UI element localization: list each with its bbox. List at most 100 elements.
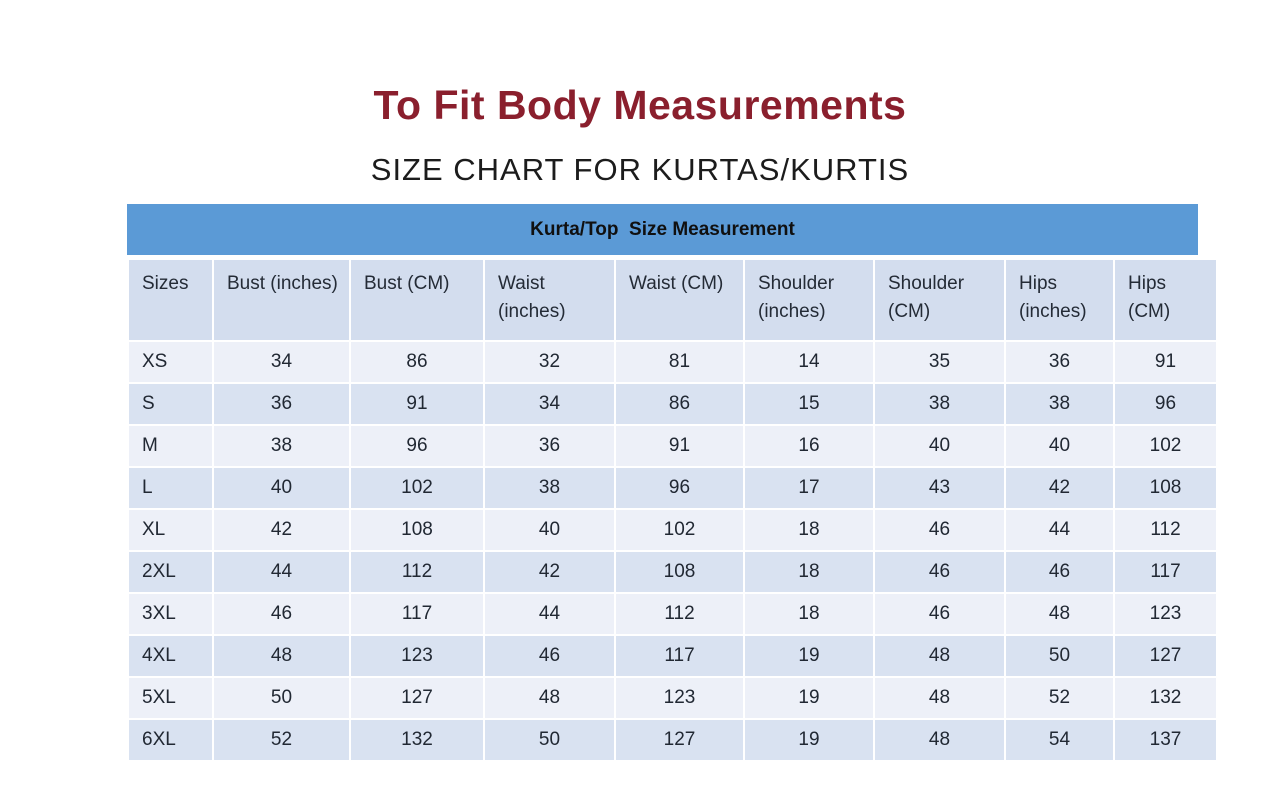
- measurement-value-cell: 50: [214, 678, 349, 718]
- measurement-value-cell: 91: [616, 426, 743, 466]
- measurement-value-cell: 19: [745, 678, 873, 718]
- measurement-value-cell: 50: [1006, 636, 1113, 676]
- measurement-value-cell: 117: [616, 636, 743, 676]
- column-header: Waist (inches): [485, 260, 614, 340]
- column-header: Hips (inches): [1006, 260, 1113, 340]
- measurement-value-cell: 102: [616, 510, 743, 550]
- size-label-cell: 2XL: [129, 552, 212, 592]
- measurement-value-cell: 38: [214, 426, 349, 466]
- table-row: L 40 102 38 96 17 43 42 108: [129, 468, 1216, 508]
- measurement-value-cell: 102: [351, 468, 483, 508]
- size-label-cell: XL: [129, 510, 212, 550]
- size-label-cell: M: [129, 426, 212, 466]
- measurement-value-cell: 46: [875, 510, 1004, 550]
- measurement-value-cell: 38: [485, 468, 614, 508]
- measurement-value-cell: 46: [875, 594, 1004, 634]
- measurement-value-cell: 46: [1006, 552, 1113, 592]
- measurement-value-cell: 86: [616, 384, 743, 424]
- measurement-value-cell: 44: [1006, 510, 1113, 550]
- measurement-value-cell: 38: [875, 384, 1004, 424]
- measurement-value-cell: 17: [745, 468, 873, 508]
- size-label-cell: 4XL: [129, 636, 212, 676]
- measurement-value-cell: 86: [351, 342, 483, 382]
- measurement-value-cell: 18: [745, 510, 873, 550]
- measurement-value-cell: 48: [875, 720, 1004, 760]
- measurement-value-cell: 34: [485, 384, 614, 424]
- measurement-value-cell: 117: [351, 594, 483, 634]
- column-header: Hips (CM): [1115, 260, 1216, 340]
- measurement-value-cell: 46: [485, 636, 614, 676]
- size-label-cell: 5XL: [129, 678, 212, 718]
- table-row: S 36 91 34 86 15 38 38 96: [129, 384, 1216, 424]
- table-row: M 38 96 36 91 16 40 40 102: [129, 426, 1216, 466]
- column-header-row: Sizes Bust (inches) Bust (CM) Waist (inches…: [129, 260, 1216, 340]
- measurement-value-cell: 48: [875, 636, 1004, 676]
- measurement-value-cell: 36: [485, 426, 614, 466]
- measurement-value-cell: 52: [214, 720, 349, 760]
- measurement-value-cell: 15: [745, 384, 873, 424]
- measurement-value-cell: 48: [485, 678, 614, 718]
- measurement-value-cell: 108: [351, 510, 483, 550]
- measurement-value-cell: 112: [1115, 510, 1216, 550]
- measurement-value-cell: 14: [745, 342, 873, 382]
- measurement-value-cell: 108: [616, 552, 743, 592]
- size-label-cell: 6XL: [129, 720, 212, 760]
- measurement-value-cell: 46: [214, 594, 349, 634]
- measurement-value-cell: 48: [875, 678, 1004, 718]
- measurement-value-cell: 117: [1115, 552, 1216, 592]
- measurement-value-cell: 40: [485, 510, 614, 550]
- measurement-value-cell: 123: [351, 636, 483, 676]
- size-label-cell: XS: [129, 342, 212, 382]
- measurement-value-cell: 96: [351, 426, 483, 466]
- column-header: Bust (CM): [351, 260, 483, 340]
- measurement-value-cell: 48: [1006, 594, 1113, 634]
- measurement-value-cell: 123: [1115, 594, 1216, 634]
- measurement-value-cell: 123: [616, 678, 743, 718]
- measurement-value-cell: 108: [1115, 468, 1216, 508]
- column-header: Waist (CM): [616, 260, 743, 340]
- column-header: Shoulder (CM): [875, 260, 1004, 340]
- measurement-value-cell: 96: [616, 468, 743, 508]
- measurement-value-cell: 32: [485, 342, 614, 382]
- measurement-value-cell: 48: [214, 636, 349, 676]
- measurement-value-cell: 132: [1115, 678, 1216, 718]
- measurement-value-cell: 36: [1006, 342, 1113, 382]
- measurement-value-cell: 44: [485, 594, 614, 634]
- page-subtitle: SIZE CHART FOR KURTAS/KURTIS: [370, 152, 910, 187]
- measurement-value-cell: 112: [351, 552, 483, 592]
- measurement-value-cell: 96: [1115, 384, 1216, 424]
- measurement-value-cell: 40: [1006, 426, 1113, 466]
- measurement-value-cell: 42: [214, 510, 349, 550]
- measurement-value-cell: 127: [351, 678, 483, 718]
- measurement-value-cell: 19: [745, 720, 873, 760]
- column-header: Bust (inches): [214, 260, 349, 340]
- measurement-value-cell: 91: [1115, 342, 1216, 382]
- measurement-value-cell: 19: [745, 636, 873, 676]
- table-caption-banner: Kurta/Top Size Measurement: [127, 204, 1198, 255]
- measurement-value-cell: 54: [1006, 720, 1113, 760]
- table-row: 5XL 50 127 48 123 19 48 52 132: [129, 678, 1216, 718]
- size-chart-table: Sizes Bust (inches) Bust (CM) Waist (inches…: [127, 258, 1218, 762]
- measurement-value-cell: 112: [616, 594, 743, 634]
- table-row: XL 42 108 40 102 18 46 44 112: [129, 510, 1216, 550]
- measurement-value-cell: 40: [214, 468, 349, 508]
- measurement-value-cell: 35: [875, 342, 1004, 382]
- measurement-value-cell: 137: [1115, 720, 1216, 760]
- measurement-value-cell: 132: [351, 720, 483, 760]
- measurement-value-cell: 18: [745, 552, 873, 592]
- table-row: XS 34 86 32 81 14 35 36 91: [129, 342, 1216, 382]
- measurement-value-cell: 40: [875, 426, 1004, 466]
- measurement-value-cell: 18: [745, 594, 873, 634]
- measurement-value-cell: 36: [214, 384, 349, 424]
- column-header: Shoulder (inches): [745, 260, 873, 340]
- measurement-value-cell: 50: [485, 720, 614, 760]
- measurement-value-cell: 102: [1115, 426, 1216, 466]
- table-row: 2XL 44 112 42 108 18 46 46 117: [129, 552, 1216, 592]
- measurement-value-cell: 34: [214, 342, 349, 382]
- size-label-cell: S: [129, 384, 212, 424]
- measurement-value-cell: 46: [875, 552, 1004, 592]
- measurement-value-cell: 38: [1006, 384, 1113, 424]
- measurement-value-cell: 44: [214, 552, 349, 592]
- page-title: To Fit Body Measurements: [373, 82, 907, 128]
- measurement-value-cell: 127: [1115, 636, 1216, 676]
